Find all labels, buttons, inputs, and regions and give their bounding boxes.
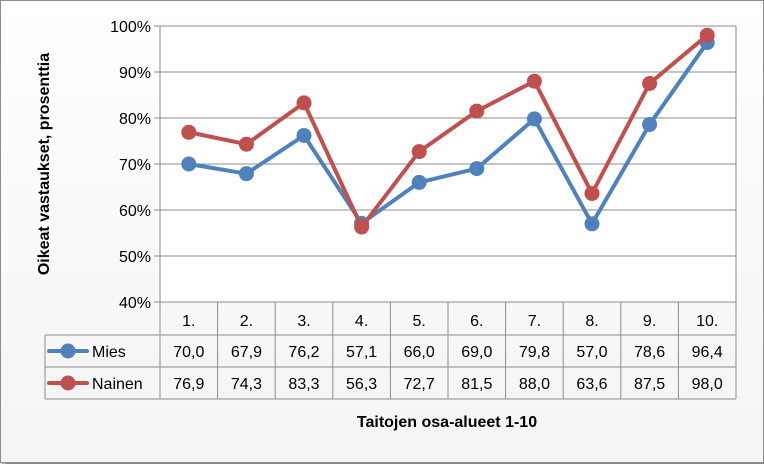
data-table-value: 81,5 bbox=[461, 376, 492, 393]
y-tick-label: 40% bbox=[119, 295, 151, 312]
data-table-value: 63,6 bbox=[576, 376, 607, 393]
data-table-value: 76,9 bbox=[173, 376, 204, 393]
data-point-nainen bbox=[584, 185, 600, 201]
legend-label: Nainen bbox=[92, 376, 143, 393]
data-table-value: 87,5 bbox=[634, 376, 665, 393]
y-tick-label: 80% bbox=[119, 111, 151, 128]
data-point-nainen bbox=[699, 27, 715, 43]
y-tick-label: 70% bbox=[119, 157, 151, 174]
data-point-nainen bbox=[238, 136, 254, 152]
legend-label: Mies bbox=[92, 344, 126, 361]
data-point-mies bbox=[411, 174, 427, 190]
data-table-value: 96,4 bbox=[692, 344, 723, 361]
data-table-value: 98,0 bbox=[692, 376, 723, 393]
data-point-mies bbox=[584, 216, 600, 232]
data-point-nainen bbox=[469, 103, 485, 119]
y-tick-label: 100% bbox=[110, 19, 151, 36]
data-point-mies bbox=[526, 111, 542, 127]
data-point-mies bbox=[181, 156, 197, 172]
data-point-nainen bbox=[642, 76, 658, 91]
data-table-value: 56,3 bbox=[346, 376, 377, 393]
x-category-label: 5. bbox=[413, 313, 426, 330]
x-axis-label: Taitojen osa-alueet 1-10 bbox=[356, 414, 538, 431]
data-point-mies bbox=[296, 127, 312, 143]
y-tick-label: 60% bbox=[119, 203, 151, 220]
x-category-label: 9. bbox=[643, 313, 656, 330]
x-category-label: 6. bbox=[470, 313, 483, 330]
data-table-value: 83,3 bbox=[288, 376, 319, 393]
data-table-value: 69,0 bbox=[461, 344, 492, 361]
x-category-label: 3. bbox=[297, 313, 310, 330]
data-point-nainen bbox=[526, 73, 542, 89]
y-tick-label: 90% bbox=[119, 65, 151, 82]
data-point-nainen bbox=[181, 124, 197, 140]
x-category-label: 1. bbox=[182, 313, 195, 330]
x-category-label: 4. bbox=[355, 313, 368, 330]
data-table-value: 88,0 bbox=[519, 376, 550, 393]
series-line-nainen bbox=[186, 33, 710, 230]
data-table-value: 79,8 bbox=[519, 344, 550, 361]
legend-key-marker bbox=[60, 375, 76, 391]
data-table-value: 70,0 bbox=[173, 344, 204, 361]
data-point-nainen bbox=[354, 219, 370, 235]
series-line-mies bbox=[186, 40, 710, 226]
data-point-mies bbox=[469, 161, 485, 177]
data-table-value: 66,0 bbox=[404, 344, 435, 361]
data-point-mies bbox=[238, 166, 254, 182]
data-point-mies bbox=[642, 116, 658, 132]
data-point-nainen bbox=[296, 95, 312, 111]
x-category-label: 10. bbox=[696, 313, 718, 330]
data-table-value: 57,0 bbox=[576, 344, 607, 361]
x-category-label: 2. bbox=[240, 313, 253, 330]
data-table-value: 76,2 bbox=[288, 344, 319, 361]
data-table-value: 67,9 bbox=[231, 344, 262, 361]
data-table-value: 74,3 bbox=[231, 376, 262, 393]
x-category-label: 7. bbox=[528, 313, 541, 330]
data-point-nainen bbox=[411, 144, 427, 160]
data-table-value: 57,1 bbox=[346, 344, 377, 361]
x-category-label: 8. bbox=[585, 313, 598, 330]
legend-key-marker bbox=[60, 343, 76, 359]
data-table-value: 78,6 bbox=[634, 344, 665, 361]
data-table-value: 72,7 bbox=[404, 376, 435, 393]
y-tick-label: 50% bbox=[119, 249, 151, 266]
